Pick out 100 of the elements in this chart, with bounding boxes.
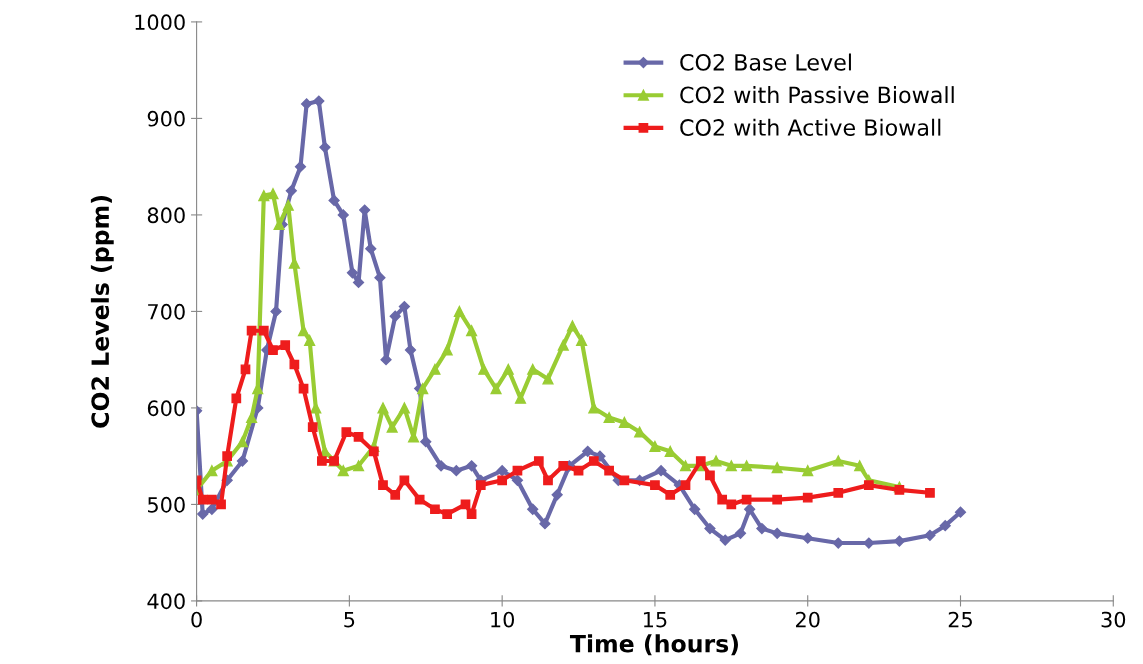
point	[246, 412, 258, 424]
point	[695, 456, 706, 466]
point	[206, 503, 218, 515]
point	[222, 451, 233, 462]
point	[304, 334, 316, 346]
point	[282, 199, 294, 211]
point	[679, 460, 692, 472]
point	[231, 393, 242, 404]
point	[603, 412, 615, 424]
point	[649, 440, 661, 453]
point	[680, 480, 691, 490]
point	[398, 402, 410, 414]
x-tick-label: 15	[643, 611, 667, 628]
point	[512, 465, 523, 476]
x-tick-label: 20	[795, 611, 820, 628]
y-tick-label: 700	[148, 303, 185, 320]
point	[551, 489, 563, 501]
point	[527, 363, 539, 375]
point	[924, 529, 936, 541]
point	[466, 509, 477, 519]
point	[925, 487, 935, 498]
point	[954, 506, 967, 518]
point	[557, 339, 569, 351]
point	[319, 141, 331, 153]
point	[502, 363, 514, 375]
point	[576, 334, 588, 346]
point	[802, 532, 814, 544]
point	[465, 460, 478, 472]
point	[377, 402, 389, 414]
point	[236, 455, 249, 467]
point	[539, 518, 551, 530]
y-tick-label: 1000	[135, 14, 185, 31]
y-axis-title: CO2 Levels (ppm)	[90, 196, 114, 428]
x-axis-title: Time (hours)	[569, 634, 738, 656]
point	[236, 436, 248, 448]
point	[833, 487, 844, 498]
point	[756, 522, 768, 535]
point	[725, 460, 737, 472]
point	[582, 445, 594, 457]
point	[368, 446, 379, 457]
point	[939, 520, 951, 532]
point	[307, 422, 318, 433]
y-tick-label: 800	[147, 207, 185, 224]
point	[450, 465, 462, 477]
point	[390, 489, 401, 500]
point	[280, 340, 291, 351]
x-tick-label: 10	[491, 611, 515, 628]
point	[511, 474, 524, 486]
x-tick-label: 25	[948, 611, 972, 628]
point	[352, 460, 365, 472]
point	[337, 209, 349, 221]
point	[854, 460, 866, 472]
point	[453, 305, 465, 317]
point	[726, 499, 737, 510]
point	[429, 363, 441, 375]
point	[389, 310, 401, 322]
point	[802, 465, 814, 477]
point	[543, 475, 553, 486]
point	[863, 480, 874, 490]
point	[258, 325, 269, 336]
point	[527, 503, 539, 515]
point	[294, 161, 307, 173]
y-tick-label: 600	[147, 400, 185, 417]
point	[328, 194, 340, 207]
point	[267, 188, 279, 200]
point	[771, 527, 783, 539]
point	[734, 527, 747, 539]
point	[378, 480, 388, 490]
point	[386, 421, 398, 433]
point	[341, 427, 352, 437]
point	[404, 344, 417, 356]
point	[514, 392, 527, 404]
point	[710, 455, 722, 467]
point	[374, 272, 386, 284]
point	[353, 432, 364, 442]
point	[337, 465, 349, 477]
point	[206, 465, 218, 477]
point	[246, 325, 257, 336]
point	[399, 475, 410, 486]
point	[533, 456, 544, 466]
point	[313, 95, 325, 107]
point	[619, 475, 630, 486]
point	[573, 465, 584, 476]
point	[346, 267, 359, 279]
point	[741, 460, 753, 472]
point	[240, 364, 251, 375]
point	[490, 383, 502, 395]
x-tick-label: 0	[191, 611, 202, 628]
legend-label: CO2 Base Level	[680, 53, 851, 71]
legend-label: CO2 with Active Biowall	[680, 118, 941, 136]
y-tick-label: 500	[148, 496, 185, 513]
x-tick-label: 30	[1101, 611, 1126, 628]
y-tick-label: 400	[147, 593, 185, 610]
point	[258, 190, 270, 202]
point	[475, 480, 486, 490]
point	[566, 320, 578, 332]
point	[705, 470, 715, 481]
point	[317, 456, 327, 466]
point	[414, 494, 425, 505]
point	[719, 534, 731, 546]
